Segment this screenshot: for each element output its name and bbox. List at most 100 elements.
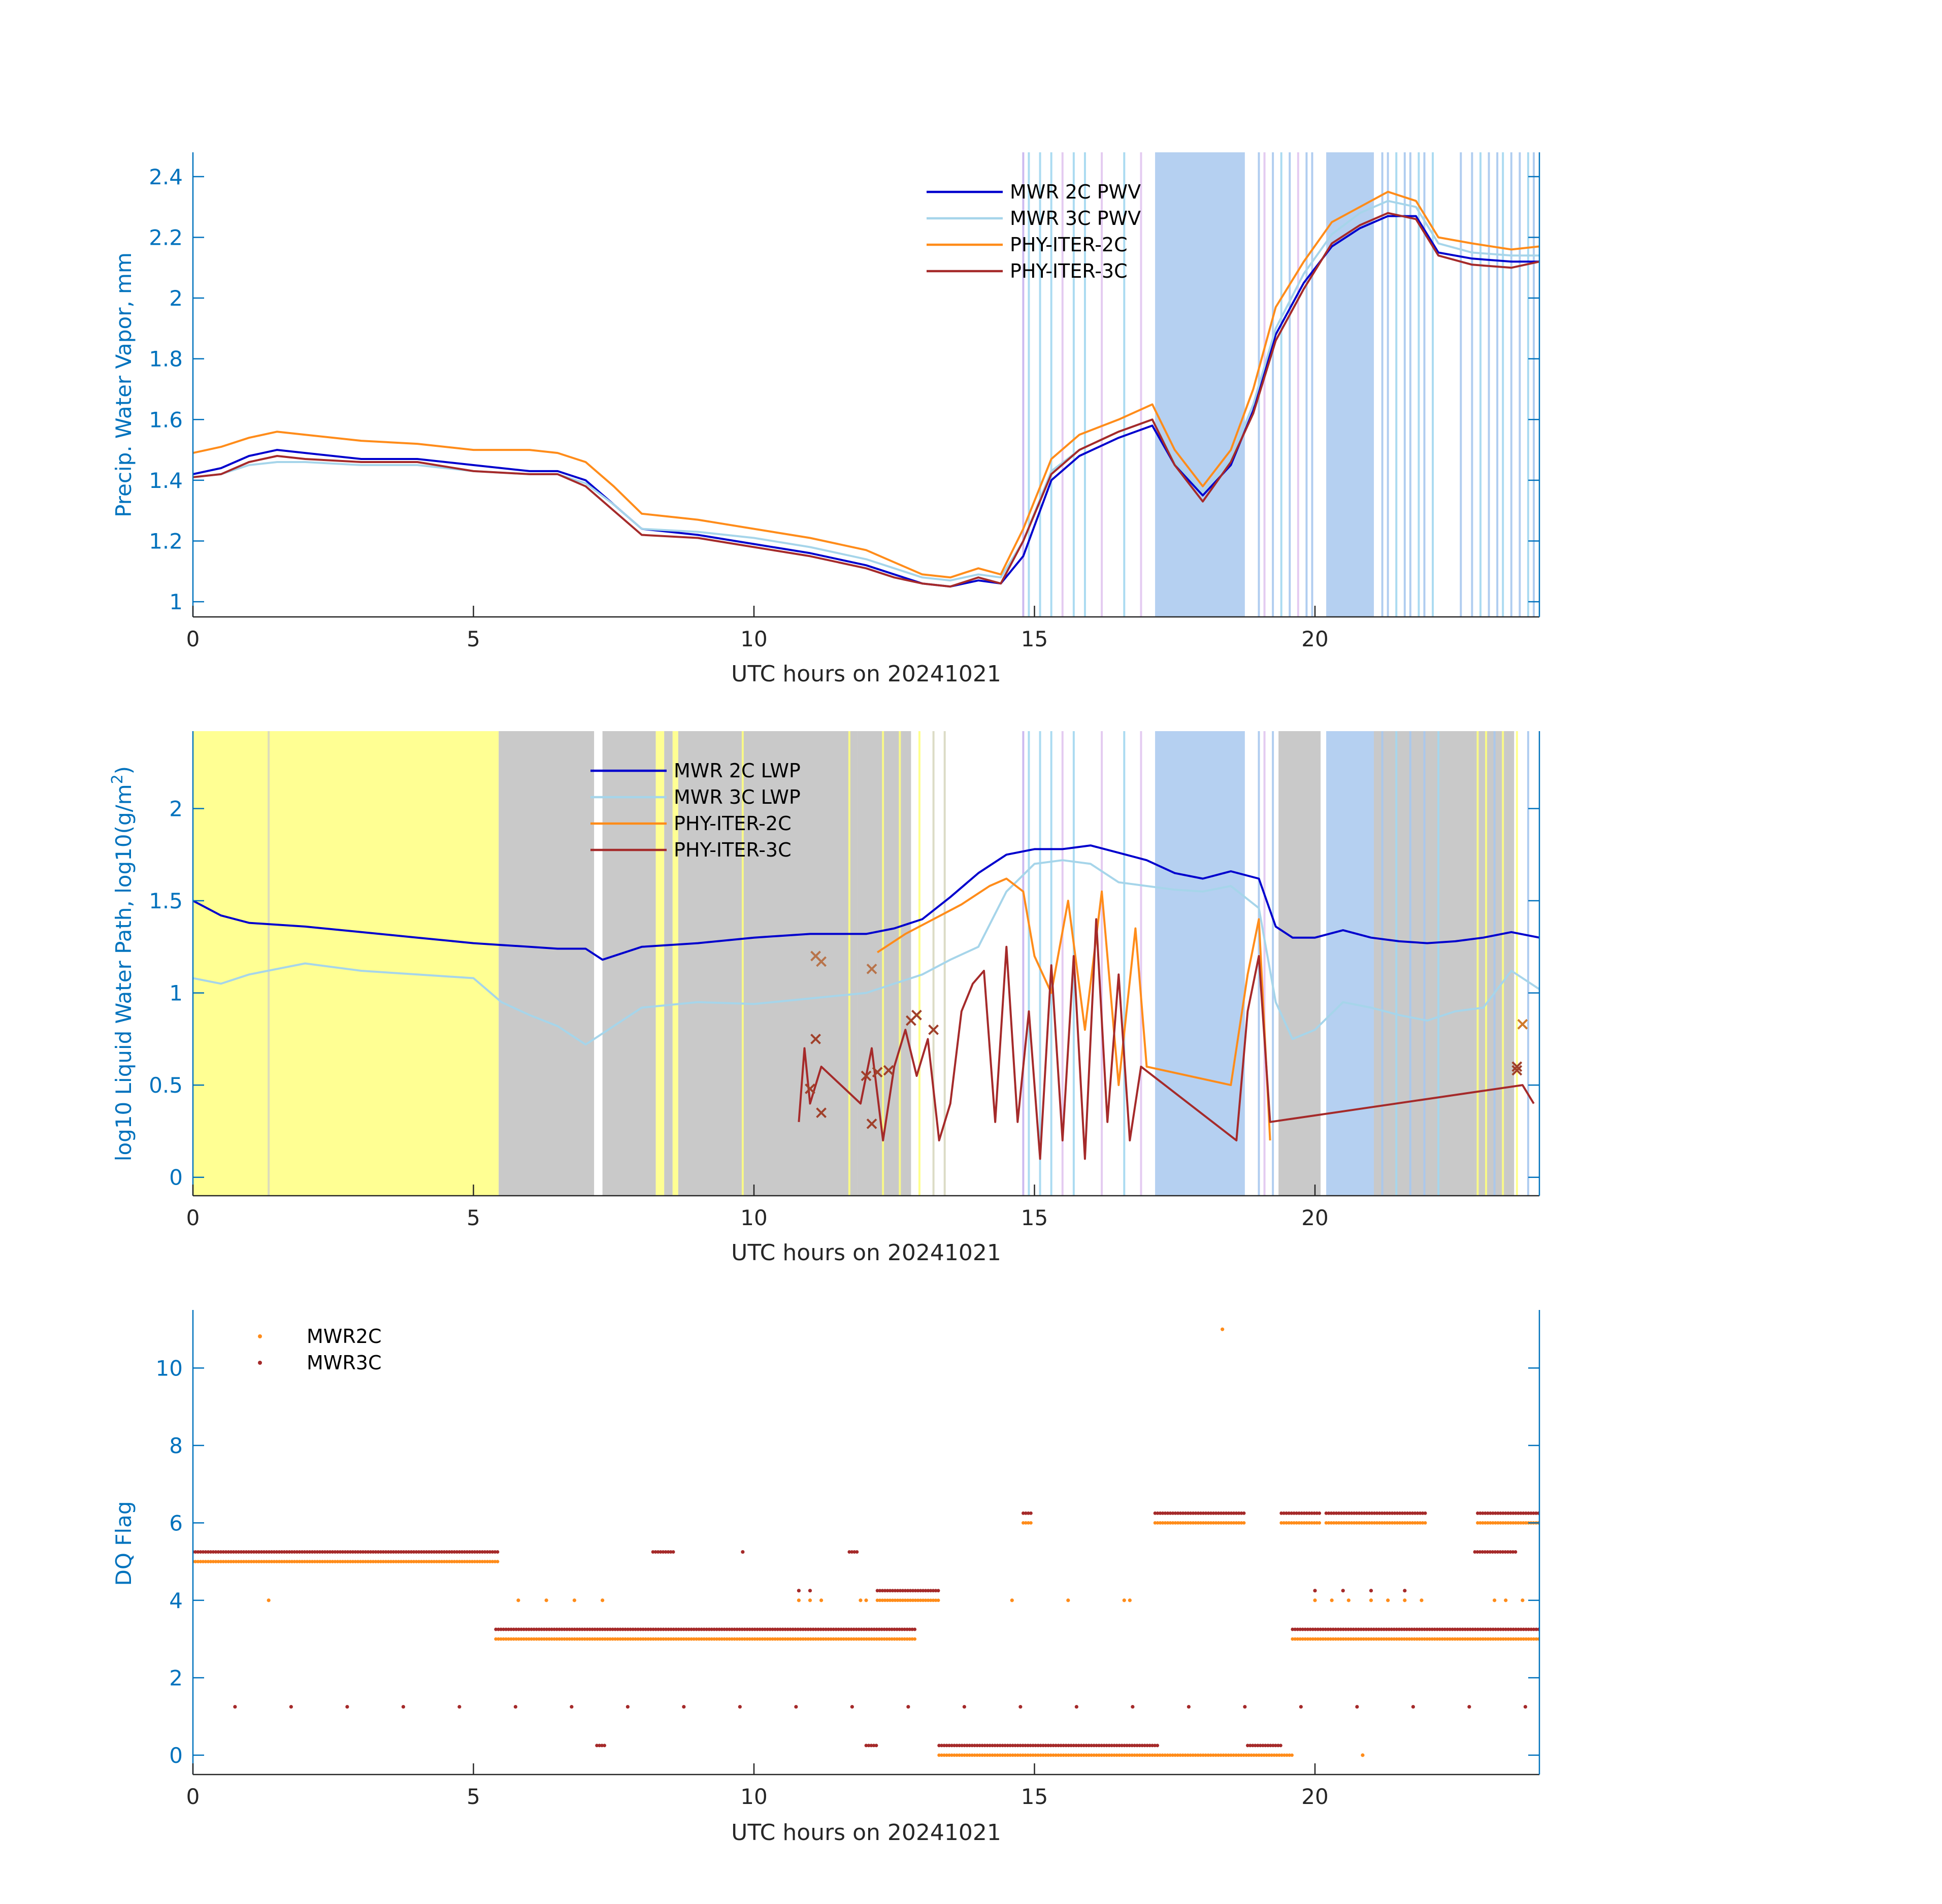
- dq-series-mwr2c-point: [1163, 1753, 1167, 1757]
- dq-series-mwr2c-point: [573, 1637, 577, 1641]
- dq-series-mwr2c-point: [942, 1753, 946, 1757]
- dq-series-mwr2c-point: [1189, 1753, 1193, 1757]
- dq-series-mwr3c-point: [1352, 1511, 1356, 1515]
- dq-series-mwr2c-point: [435, 1560, 439, 1564]
- dq-series-mwr2c-point: [1216, 1753, 1221, 1757]
- dq-series-mwr2c-point: [1354, 1637, 1358, 1641]
- dq-series-mwr3c-point: [743, 1627, 747, 1631]
- dq-series-mwr3c-point: [204, 1550, 208, 1554]
- dq-series-mwr3c-point: [488, 1550, 492, 1554]
- dq-series-mwr2c-point: [348, 1560, 352, 1564]
- dq-series-mwr2c-point: [287, 1560, 291, 1564]
- dq-series-mwr3c-point: [414, 1550, 418, 1554]
- dq-series-mwr2c-point: [1201, 1753, 1205, 1757]
- dq-series-mwr2c-point: [842, 1637, 846, 1641]
- dq-series-mwr3c-point: [358, 1550, 363, 1554]
- dq-series-mwr3c: [193, 1511, 1539, 1748]
- dq-series-mwr2c-point: [1003, 1753, 1007, 1757]
- dq-series-mwr2c-point: [806, 1637, 810, 1641]
- dq-series-mwr2c-point: [460, 1560, 464, 1564]
- dq-series-mwr2c-point: [896, 1598, 900, 1602]
- dq-series-mwr3c-point: [717, 1627, 721, 1631]
- dq-series-mwr2c-point: [880, 1598, 884, 1602]
- dq-series-mwr3c-point: [1480, 1550, 1485, 1554]
- lwp-flag-band: [672, 731, 678, 1196]
- dq-series-mwr3c-point: [748, 1627, 752, 1631]
- dq-series-mwr3c-point: [766, 1627, 770, 1631]
- dq-series-mwr2c-point: [1095, 1753, 1099, 1757]
- dq-series-mwr2c-point: [532, 1637, 536, 1641]
- dq-series-mwr3c-point: [814, 1627, 818, 1631]
- dq-series-mwr3c-point: [519, 1627, 523, 1631]
- dq-series-mwr2c-point: [313, 1560, 317, 1564]
- dq-series-mwr2c-point: [958, 1753, 962, 1757]
- dq-series-mwr3c-point: [1385, 1627, 1389, 1631]
- dq-series-mwr3c-point: [590, 1627, 595, 1631]
- dq-series-mwr2c-point: [593, 1637, 597, 1641]
- dq-series-mwr2c-point: [494, 1637, 498, 1641]
- dq-series-mwr3c-point: [578, 1627, 582, 1631]
- dq-series-mwr2c-point: [1471, 1637, 1475, 1641]
- dq-series-mwr2c-point: [1206, 1521, 1210, 1525]
- dq-series-mwr3c-point: [259, 1550, 264, 1554]
- dq-series-mwr3c-point: [457, 1550, 462, 1554]
- dq-series-mwr2c-point: [249, 1560, 253, 1564]
- dq-series-mwr3c-point: [555, 1627, 559, 1631]
- dq-series-mwr3c-point: [1022, 1511, 1025, 1515]
- dq-series-mwr2c-point: [1347, 1521, 1351, 1525]
- dq-series-mwr3c-point: [885, 1589, 890, 1593]
- dq-series-mwr3c-point: [1489, 1627, 1493, 1631]
- dq-series-mwr2c-point: [1194, 1521, 1198, 1525]
- dq-series-mwr3c-point: [232, 1550, 236, 1554]
- dq-series-mwr3c-point: [867, 1627, 871, 1631]
- dq-series-mwr2c-point: [226, 1560, 231, 1564]
- pwv-legend-label: PHY-ITER-3C: [1010, 260, 1128, 282]
- lwp-legend-label: PHY-ITER-3C: [674, 839, 792, 861]
- dq-series-mwr3c-point: [524, 1627, 529, 1631]
- pwv-legend-item: MWR 2C PWV: [927, 181, 1141, 203]
- dq-series-mwr3c-point: [325, 1550, 330, 1554]
- dq-series-mwr3c-point: [303, 1550, 307, 1554]
- dq-series-mwr2c-point: [351, 1560, 355, 1564]
- dq-series-mwr3c-point: [1024, 1511, 1028, 1515]
- dq-series-mwr2c-point: [1010, 1598, 1014, 1602]
- pwv-series-mwr-2c-pwv: [193, 215, 1539, 588]
- dq-series-mwr3c-point: [1206, 1511, 1210, 1515]
- dq-series-mwr3c-point: [1355, 1704, 1359, 1709]
- dq-series-mwr3c-point: [1484, 1511, 1487, 1515]
- dq-series-mwr2c-point: [300, 1560, 304, 1564]
- dq-series-mwr3c-point: [557, 1627, 562, 1631]
- dq-series-mwr2c-point: [315, 1560, 319, 1564]
- dq-series-mwr2c-point: [684, 1637, 688, 1641]
- dq-series-mwr2c-point: [875, 1598, 879, 1602]
- dq-series-mwr2c-point: [570, 1637, 574, 1641]
- dq-series-mwr2c-point: [1062, 1753, 1066, 1757]
- dq-series-mwr3c-point: [857, 1627, 861, 1631]
- dq-series-mwr3c-point: [1216, 1511, 1221, 1515]
- dq-series-mwr2c-point: [1201, 1521, 1205, 1525]
- dq-series-mwr3c-point: [1355, 1511, 1359, 1515]
- dq-series-mwr2c-point: [1326, 1637, 1330, 1641]
- dq-series-mwr3c-point: [1438, 1627, 1442, 1631]
- dq-series-mwr3c-point: [654, 1627, 658, 1631]
- dq-series-mwr2c-point: [1227, 1753, 1231, 1757]
- lwp-flag-band: [678, 731, 858, 1196]
- dq-series-mwr3c-point: [1163, 1511, 1167, 1515]
- dq-series-mwr2c-point: [801, 1637, 805, 1641]
- dq-series-mwr3c-point: [695, 1627, 699, 1631]
- dq-series-mwr2c-point: [1150, 1753, 1155, 1757]
- dq-series-mwr3c-point: [786, 1627, 790, 1631]
- dq-series-mwr3c-point: [809, 1627, 813, 1631]
- dq-series-mwr2c-point: [384, 1560, 388, 1564]
- dq-series-mwr3c-point: [898, 1589, 902, 1593]
- dq-series-mwr2c-point: [829, 1637, 833, 1641]
- dq-series-mwr2c-point: [292, 1560, 297, 1564]
- dq-series-mwr2c-point: [1331, 1637, 1335, 1641]
- dq-series-mwr2c-point: [740, 1637, 744, 1641]
- dq-series-mwr2c-point: [905, 1637, 909, 1641]
- dq-series-mwr2c-point: [952, 1753, 957, 1757]
- dq-series-mwr2c-point: [1367, 1637, 1371, 1641]
- dq-series-mwr2c-point: [1079, 1753, 1083, 1757]
- dq-series-mwr2c-point: [1506, 1637, 1510, 1641]
- dq-series-mwr3c-point: [900, 1627, 904, 1631]
